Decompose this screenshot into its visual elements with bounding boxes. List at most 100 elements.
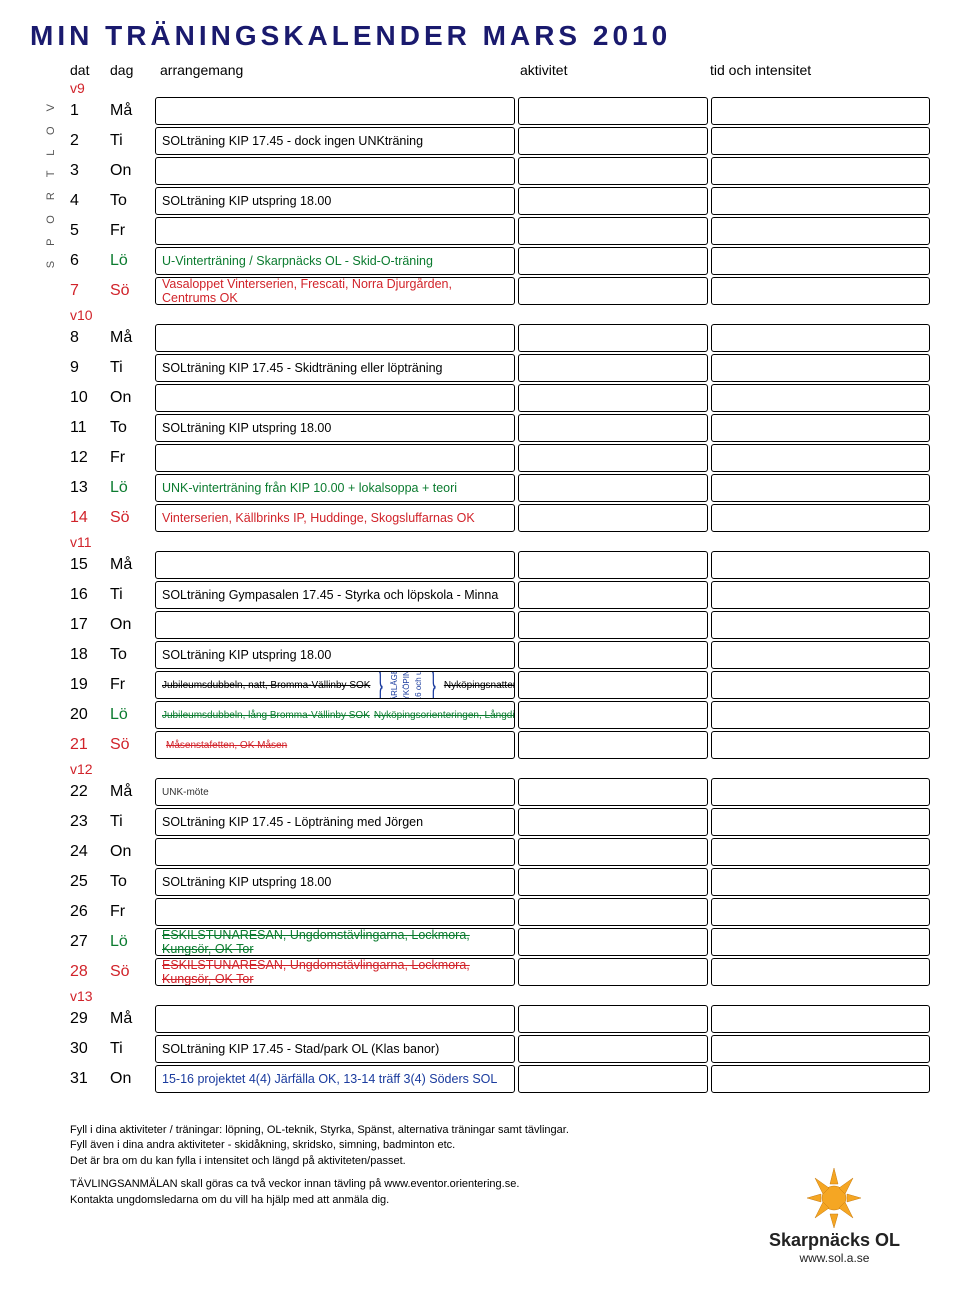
arrangement-cell[interactable]: SOLträning KIP utspring 18.00 <box>155 641 515 669</box>
time-intensity-cell[interactable] <box>711 551 930 579</box>
arrangement-cell[interactable]: SOLträning KIP utspring 18.00 <box>155 868 515 896</box>
arrangement-cell[interactable] <box>155 551 515 579</box>
time-intensity-cell[interactable] <box>711 157 930 185</box>
activity-cell[interactable] <box>518 127 708 155</box>
arrangement-cell[interactable]: U-Vinterträning / Skarpnäcks OL - Skid-O… <box>155 247 515 275</box>
activity-cell[interactable] <box>518 778 708 806</box>
activity-cell[interactable] <box>518 1005 708 1033</box>
time-intensity-cell[interactable] <box>711 641 930 669</box>
arrangement-cell[interactable]: SOLträning KIP 17.45 - Skidträning eller… <box>155 354 515 382</box>
time-intensity-cell[interactable] <box>711 504 930 532</box>
time-intensity-cell[interactable] <box>711 671 930 699</box>
activity-cell[interactable] <box>518 474 708 502</box>
time-intensity-cell[interactable] <box>711 928 930 956</box>
time-intensity-cell[interactable] <box>711 868 930 896</box>
activity-cell[interactable] <box>518 581 708 609</box>
activity-cell[interactable] <box>518 217 708 245</box>
arrangement-cell[interactable]: SOLträning KIP 17.45 - dock ingen UNKträ… <box>155 127 515 155</box>
activity-cell[interactable] <box>518 731 708 759</box>
activity-cell[interactable] <box>518 1065 708 1093</box>
arrangement-cell[interactable]: SOLträning KIP utspring 18.00 <box>155 187 515 215</box>
activity-cell[interactable] <box>518 641 708 669</box>
time-intensity-cell[interactable] <box>711 958 930 986</box>
arrangement-cell[interactable] <box>155 217 515 245</box>
arrangement-cell[interactable] <box>155 444 515 472</box>
time-intensity-cell[interactable] <box>711 701 930 729</box>
activity-cell[interactable] <box>518 551 708 579</box>
arrangement-cell[interactable]: Jubileumsdubbeln, lång Bromma-Vällinby S… <box>155 701 515 729</box>
arrangement-cell[interactable]: Måsenstafetten, OK Måsen <box>155 731 515 759</box>
arrangement-cell[interactable]: SOLträning KIP utspring 18.00 <box>155 414 515 442</box>
time-intensity-cell[interactable] <box>711 581 930 609</box>
time-intensity-cell[interactable] <box>711 384 930 412</box>
activity-cell[interactable] <box>518 444 708 472</box>
arrangement-cell[interactable]: SOLträning Gympasalen 17.45 - Styrka och… <box>155 581 515 609</box>
time-intensity-cell[interactable] <box>711 324 930 352</box>
arrangement-cell[interactable] <box>155 838 515 866</box>
time-intensity-cell[interactable] <box>711 474 930 502</box>
activity-cell[interactable] <box>518 868 708 896</box>
activity-cell[interactable] <box>518 504 708 532</box>
activity-cell[interactable] <box>518 808 708 836</box>
activity-cell[interactable] <box>518 838 708 866</box>
time-intensity-cell[interactable] <box>711 731 930 759</box>
time-intensity-cell[interactable] <box>711 444 930 472</box>
activity-cell[interactable] <box>518 611 708 639</box>
time-intensity-cell[interactable] <box>711 127 930 155</box>
activity-cell[interactable] <box>518 324 708 352</box>
arrangement-cell[interactable] <box>155 384 515 412</box>
day-cell: Ti <box>110 1035 155 1063</box>
time-intensity-cell[interactable] <box>711 611 930 639</box>
activity-cell[interactable] <box>518 354 708 382</box>
arrangement-cell[interactable]: ESKILSTUNARESAN, Ungdomstävlingarna, Loc… <box>155 928 515 956</box>
arrangement-cell[interactable]: Vasaloppet Vinterserien, Frescati, Norra… <box>155 277 515 305</box>
arrangement-cell[interactable]: UNK-möte <box>155 778 515 806</box>
calendar-row: 14SöVinterserien, Källbrinks IP, Hudding… <box>70 504 930 532</box>
time-intensity-cell[interactable] <box>711 1035 930 1063</box>
activity-cell[interactable] <box>518 898 708 926</box>
arrangement-cell[interactable]: Jubileumsdubbeln, natt, Bromma-Vällinby … <box>155 671 515 699</box>
time-intensity-cell[interactable] <box>711 277 930 305</box>
time-intensity-cell[interactable] <box>711 898 930 926</box>
activity-cell[interactable] <box>518 671 708 699</box>
time-intensity-cell[interactable] <box>711 838 930 866</box>
activity-cell[interactable] <box>518 701 708 729</box>
time-intensity-cell[interactable] <box>711 1065 930 1093</box>
time-intensity-cell[interactable] <box>711 1005 930 1033</box>
arrangement-cell[interactable] <box>155 97 515 125</box>
time-intensity-cell[interactable] <box>711 217 930 245</box>
arrangement-cell[interactable]: SOLträning KIP 17.45 - Löpträning med Jö… <box>155 808 515 836</box>
arrangement-cell[interactable]: 15-16 projektet 4(4) Järfälla OK, 13-14 … <box>155 1065 515 1093</box>
arrangement-cell[interactable]: ESKILSTUNARESAN, Ungdomstävlingarna, Loc… <box>155 958 515 986</box>
time-intensity-cell[interactable] <box>711 778 930 806</box>
arrangement-cell[interactable] <box>155 157 515 185</box>
time-intensity-cell[interactable] <box>711 414 930 442</box>
footer-line: TÄVLINGSANMÄLAN skall göras ca två vecko… <box>70 1178 519 1190</box>
date-cell: 22 <box>70 778 110 806</box>
time-intensity-cell[interactable] <box>711 187 930 215</box>
arrangement-cell[interactable] <box>155 1005 515 1033</box>
activity-cell[interactable] <box>518 97 708 125</box>
activity-cell[interactable] <box>518 187 708 215</box>
arrangement-cell[interactable] <box>155 611 515 639</box>
activity-cell[interactable] <box>518 384 708 412</box>
activity-cell[interactable] <box>518 958 708 986</box>
arrangement-cell[interactable] <box>155 324 515 352</box>
arrangement-cell[interactable] <box>155 898 515 926</box>
activity-cell[interactable] <box>518 1035 708 1063</box>
activity-cell[interactable] <box>518 928 708 956</box>
time-intensity-cell[interactable] <box>711 354 930 382</box>
arrangement-cell[interactable]: Vinterserien, Källbrinks IP, Huddinge, S… <box>155 504 515 532</box>
arr-text: SOLträning KIP 17.45 - Löpträning med Jö… <box>162 815 423 829</box>
calendar-row: 7SöVasaloppet Vinterserien, Frescati, No… <box>70 277 930 305</box>
arrangement-cell[interactable]: SOLträning KIP 17.45 - Stad/park OL (Kla… <box>155 1035 515 1063</box>
time-intensity-cell[interactable] <box>711 808 930 836</box>
arrangement-cell[interactable]: UNK-vinterträning från KIP 10.00 + lokal… <box>155 474 515 502</box>
activity-cell[interactable] <box>518 277 708 305</box>
activity-cell[interactable] <box>518 247 708 275</box>
activity-cell[interactable] <box>518 157 708 185</box>
activity-cell[interactable] <box>518 414 708 442</box>
time-intensity-cell[interactable] <box>711 97 930 125</box>
time-intensity-cell[interactable] <box>711 247 930 275</box>
day-cell: Sö <box>110 277 155 305</box>
